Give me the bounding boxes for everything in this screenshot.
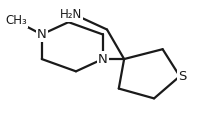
Text: CH₃: CH₃ bbox=[5, 14, 27, 27]
Text: N: N bbox=[37, 28, 47, 41]
Text: S: S bbox=[178, 70, 186, 83]
Text: N: N bbox=[98, 53, 108, 66]
Text: H₂N: H₂N bbox=[59, 8, 82, 21]
